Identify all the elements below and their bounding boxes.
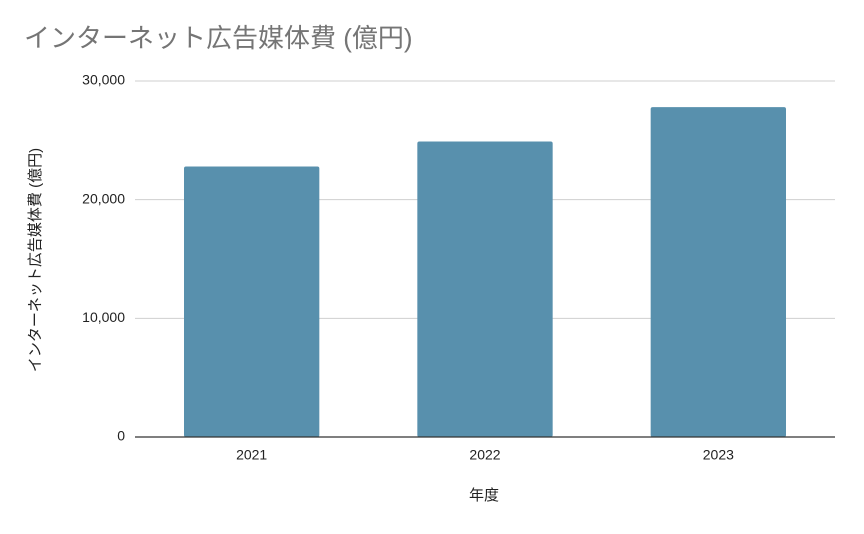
bar [650,107,786,438]
x-axis-title: 年度 [469,487,499,504]
bar [417,141,553,437]
bar [184,166,320,437]
y-tick-label: 30,000 [82,72,125,88]
x-tick-label: 2021 [236,447,267,463]
chart-title: インターネット広告媒体費 (億円) [24,23,413,53]
y-tick-label: 20,000 [82,190,125,206]
y-axis-title: インターネット広告媒体費 (億円) [27,148,44,372]
x-tick-label: 2023 [703,447,734,463]
y-tick-label: 10,000 [82,309,125,325]
x-tick-label: 2022 [469,447,500,463]
y-tick-label: 0 [117,428,125,444]
